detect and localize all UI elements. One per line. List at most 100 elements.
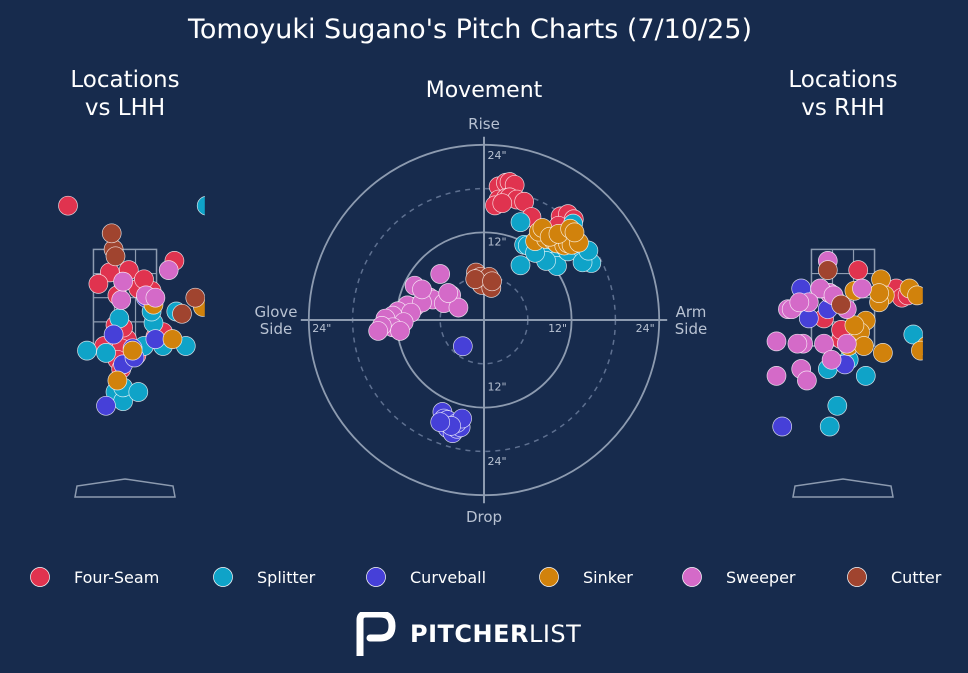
- pitch-points: [58, 195, 205, 416]
- pitch-point: [821, 349, 842, 370]
- pitch-point: [58, 195, 78, 216]
- pitch-point: [844, 315, 865, 336]
- ring-label: 12": [487, 235, 506, 248]
- movement-point: [412, 279, 432, 300]
- movement-point: [390, 321, 410, 341]
- axis-label-glove-side: Glove Side: [254, 303, 297, 338]
- pitch-point: [145, 329, 166, 349]
- pitch-point: [111, 290, 132, 310]
- movement-point: [430, 412, 451, 433]
- pitch-point: [873, 343, 893, 363]
- logo-text-bold: PITCHER: [410, 620, 529, 648]
- pitch-point: [789, 292, 810, 313]
- pitch-point: [852, 278, 872, 299]
- legend-swatch: [539, 567, 559, 587]
- movement-point: [492, 193, 513, 214]
- pitch-point: [797, 370, 817, 391]
- legend-swatch: [847, 567, 867, 587]
- pitch-point: [911, 340, 923, 361]
- ring-label: 24": [312, 322, 331, 335]
- pitcherlist-logo-icon: [356, 612, 396, 656]
- home-plate: [74, 478, 176, 498]
- pitch-point: [766, 366, 787, 386]
- pitch-points: [766, 251, 923, 437]
- legend-label: Four-Seam: [74, 568, 159, 587]
- pitch-point: [103, 324, 124, 345]
- axis-label-arm-side: Arm Side: [675, 303, 707, 338]
- pitch-point: [113, 271, 133, 292]
- pitch-point: [817, 260, 838, 280]
- movement-panel: Movement 12" 24" 12" 24" 12" 24" 24" Rise Drop Glo…: [254, 78, 707, 526]
- movement-point: [448, 297, 469, 318]
- movement-point: [430, 264, 451, 284]
- pitch-point: [145, 287, 166, 308]
- pitch-point: [105, 246, 126, 267]
- axis-label-drop: Drop: [466, 508, 502, 526]
- legend-label: Splitter: [257, 568, 316, 587]
- legend-item: Sinker: [539, 567, 633, 587]
- ring-label: 24": [487, 455, 506, 468]
- legend-label: Curveball: [410, 568, 486, 587]
- legend-swatch: [682, 567, 702, 587]
- axis-label-rise: Rise: [468, 115, 500, 133]
- pitch-point: [77, 340, 97, 361]
- movement-point: [482, 271, 502, 292]
- movement-point: [564, 222, 585, 243]
- movement-point: [452, 336, 473, 357]
- pitch-point: [903, 324, 923, 345]
- pitch-point: [787, 333, 808, 354]
- ring-label: 12": [548, 322, 567, 335]
- home-plate: [792, 478, 894, 498]
- movement-point: [510, 255, 531, 276]
- pitch-point: [158, 260, 179, 280]
- legend-label: Cutter: [891, 568, 942, 587]
- pitch-point: [101, 223, 122, 244]
- pitch-point: [172, 303, 192, 324]
- pitch-point: [772, 416, 793, 437]
- pitch-points: [368, 172, 602, 443]
- movement-point: [465, 269, 486, 289]
- legend-swatch: [366, 567, 386, 587]
- legend-item: Four-Seam: [30, 567, 159, 587]
- pitch-point: [88, 274, 109, 294]
- pitcherlist-logo: PITCHERLIST: [356, 612, 581, 656]
- chart-title: Tomoyuki Sugano's Pitch Charts (7/10/25): [187, 14, 752, 45]
- legend-item: Cutter: [847, 567, 942, 587]
- ring-label: 24": [636, 322, 655, 335]
- ring-label: 24": [487, 149, 506, 162]
- locations-vs-lhh-panel: Locations vs LHH: [58, 67, 205, 498]
- pitch-point: [96, 395, 116, 416]
- pitch-point: [814, 333, 834, 354]
- pitch-point: [162, 329, 183, 349]
- legend-label: Sweeper: [726, 568, 796, 587]
- legend-swatch: [30, 567, 50, 587]
- legend-item: Curveball: [366, 567, 486, 587]
- pitch-point: [196, 196, 205, 216]
- movement-point: [368, 321, 388, 341]
- legend-swatch: [213, 567, 233, 587]
- pitch-point: [855, 366, 876, 386]
- panel-title: Locations vs LHH: [70, 67, 179, 121]
- pitch-point: [848, 260, 869, 280]
- movement-point: [510, 212, 531, 233]
- movement-point: [438, 283, 459, 303]
- ring-label: 12": [487, 381, 506, 394]
- pitch-point: [831, 294, 851, 315]
- pitcherlist-wordmark: PITCHERLIST: [410, 620, 581, 648]
- pitch-point: [907, 285, 923, 306]
- logo-text-light: LIST: [528, 620, 582, 648]
- pitch-type-legend: Four-Seam Splitter Curveball Sinker Sweeper C…: [30, 567, 942, 587]
- locations-vs-rhh-panel: Locations vs RHH: [766, 67, 923, 498]
- pitch-point: [185, 287, 205, 308]
- pitch-point: [819, 416, 840, 437]
- pitch-point: [854, 336, 874, 356]
- pitch-point: [107, 370, 128, 391]
- pitch-point: [128, 382, 149, 402]
- panel-title: Movement: [426, 78, 543, 103]
- pitch-point: [836, 333, 857, 354]
- pitch-point: [766, 331, 787, 352]
- legend-label: Sinker: [583, 568, 633, 587]
- pitch-point: [869, 283, 889, 303]
- pitch-point: [122, 340, 143, 361]
